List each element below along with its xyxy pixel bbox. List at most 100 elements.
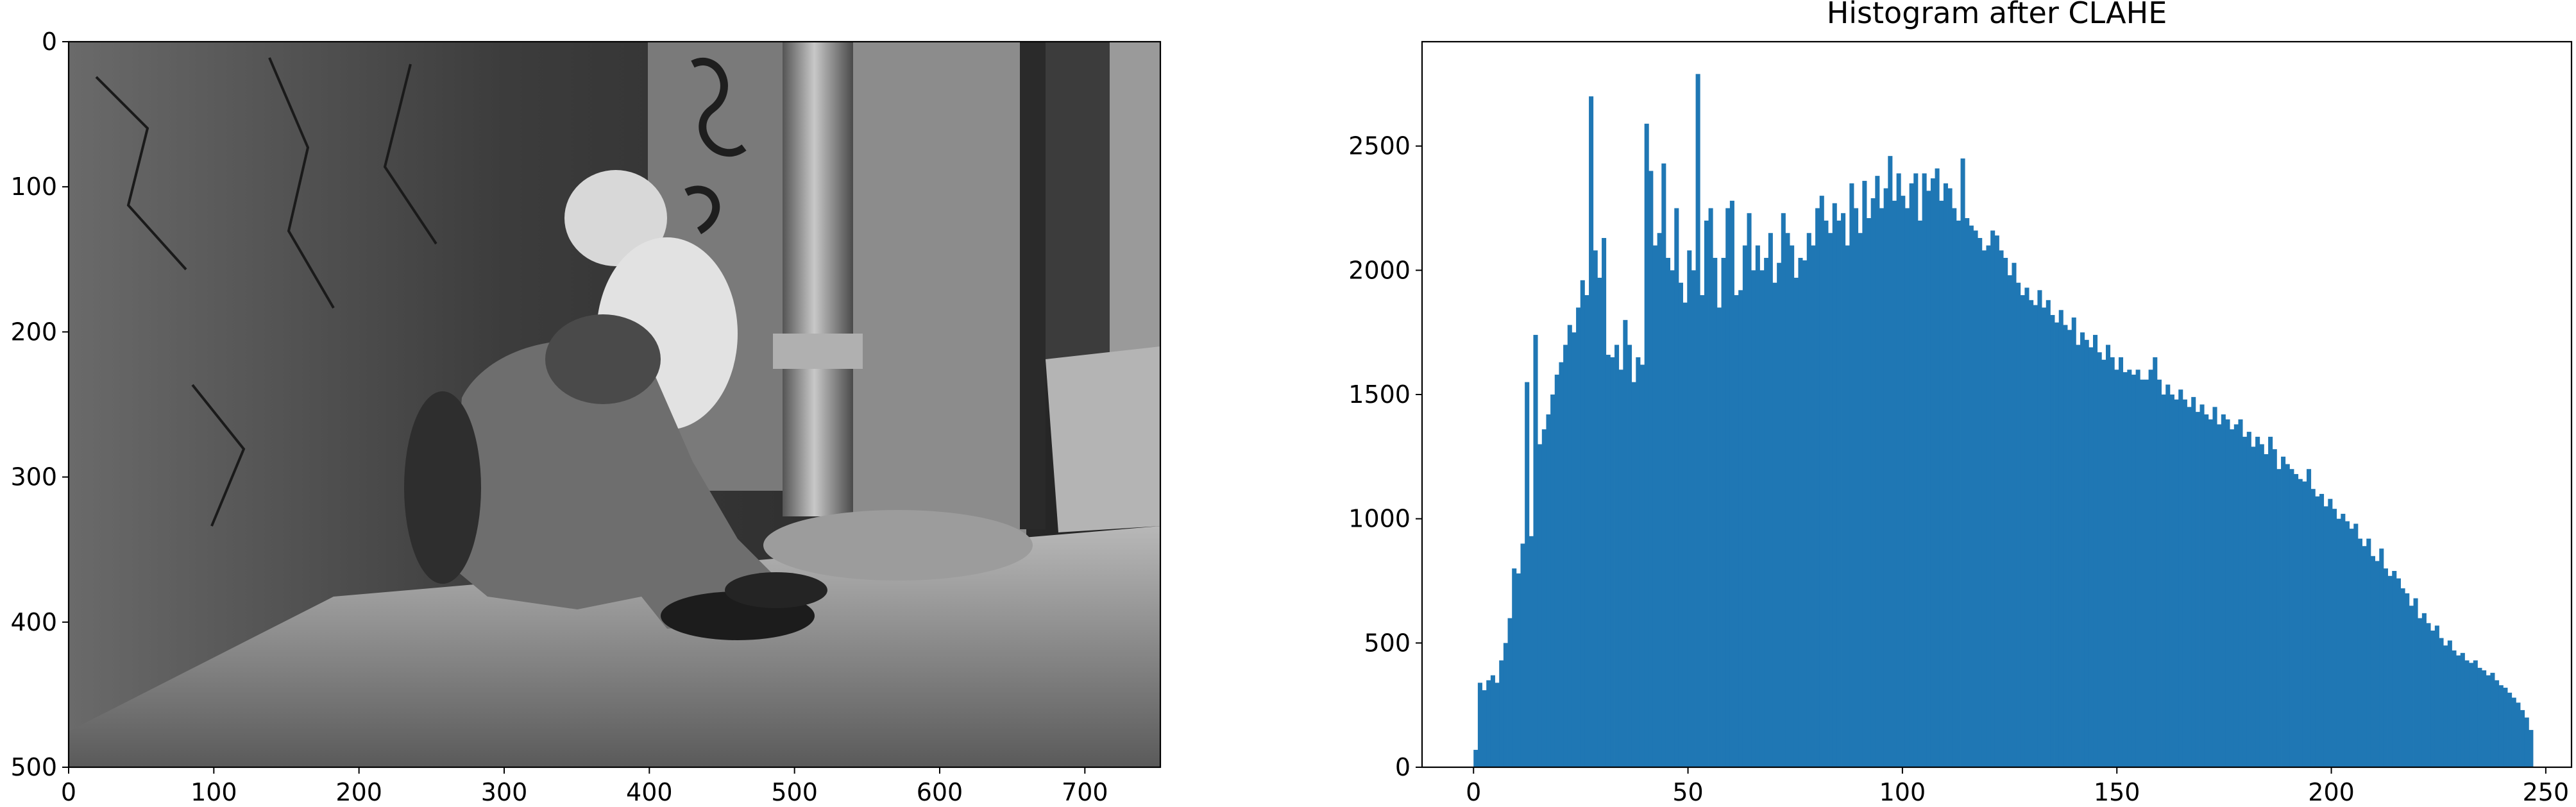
- histogram-bar: [1785, 233, 1790, 767]
- histogram-bar: [2114, 370, 2119, 767]
- histogram-bar: [2469, 663, 2474, 767]
- histogram-bar: [1926, 191, 1931, 768]
- histogram-bar: [1875, 176, 1880, 767]
- histogram-bar: [2058, 310, 2063, 767]
- histogram-bar: [2511, 697, 2516, 767]
- histogram-bar: [1729, 200, 1734, 768]
- histogram-bar: [2007, 275, 2012, 767]
- histogram-bar: [1503, 643, 1508, 767]
- histogram-bar: [1482, 690, 1487, 767]
- histogram-bar: [1682, 302, 1688, 767]
- histogram-bar: [2089, 347, 2094, 767]
- histogram-bar: [1602, 237, 1607, 767]
- x-tick-label: 300: [481, 778, 528, 806]
- x-tick-label: 200: [335, 778, 382, 806]
- histogram-bar: [2405, 593, 2410, 767]
- histogram-bar: [1896, 173, 1901, 767]
- image-panel: 0 100 200 300 400 500 600 700 0 100 200 300 400 500: [10, 28, 1162, 806]
- histogram-bar: [2076, 344, 2081, 767]
- histogram-bar: [1695, 74, 1700, 767]
- histogram-bar: [2012, 262, 2017, 767]
- histogram-bar: [2225, 419, 2230, 767]
- histogram-bar: [2199, 404, 2205, 767]
- chart-title: Histogram after CLAHE: [1827, 0, 2167, 30]
- histogram-bar: [1956, 220, 1961, 767]
- histogram-bar: [2212, 407, 2217, 767]
- histogram-bar: [2332, 509, 2337, 767]
- histogram-bar: [2362, 546, 2367, 767]
- histogram-bar: [2233, 424, 2239, 767]
- histogram-bar: [1554, 375, 1559, 767]
- histogram-bar: [1576, 307, 1581, 767]
- histogram-bar: [1917, 220, 1922, 767]
- histogram-bar: [1708, 208, 1713, 768]
- histogram-bar: [1824, 220, 1829, 767]
- histogram-bar: [2055, 322, 2060, 767]
- histogram-bar: [1678, 282, 1684, 768]
- histogram-bar: [2529, 729, 2534, 767]
- histogram-bar: [2409, 606, 2414, 767]
- histogram-bar: [1636, 357, 1641, 767]
- histogram-bar: [1798, 257, 1803, 767]
- histogram-bar: [2464, 660, 2470, 767]
- histogram-bar: [1819, 196, 1824, 768]
- histogram-bar: [1981, 250, 1987, 767]
- histogram-bar: [2452, 650, 2457, 767]
- histogram-bar: [1525, 382, 1530, 767]
- histogram-bar: [2319, 493, 2325, 767]
- x-tick-label: 600: [917, 778, 963, 806]
- histogram-bar: [1691, 270, 1696, 767]
- histogram-bar: [2400, 588, 2405, 767]
- y-tick-label: 500: [10, 753, 57, 781]
- x-tick-label: 700: [1062, 778, 1108, 806]
- histogram-bar: [2495, 680, 2500, 767]
- histogram-bar: [2042, 307, 2047, 767]
- histogram-bar: [2080, 332, 2085, 767]
- histogram-bar: [2336, 518, 2341, 767]
- histogram-bar: [2033, 305, 2038, 767]
- histogram-bar: [1994, 235, 1999, 767]
- histogram-bar: [2281, 456, 2286, 767]
- histogram-bar: [1883, 188, 1888, 767]
- histogram-bar: [1477, 683, 1482, 767]
- histogram-bar: [1516, 573, 1521, 767]
- histogram-bar: [2370, 556, 2375, 767]
- histogram-bar: [1661, 163, 1666, 768]
- histogram-bar: [1507, 618, 1513, 767]
- histogram-bar: [2379, 548, 2384, 767]
- histogram-bar: [2524, 717, 2529, 767]
- histogram-bar: [2195, 412, 2200, 767]
- histogram-bar: [2046, 300, 2051, 768]
- histogram-bar: [2148, 370, 2153, 767]
- histogram-bar: [2434, 625, 2439, 767]
- histogram-bar: [1495, 683, 1500, 767]
- histogram-bar: [2383, 568, 2388, 767]
- histogram-bar: [2396, 578, 2401, 767]
- x-tick-label: 0: [61, 778, 76, 806]
- histogram-bar: [2118, 357, 2124, 767]
- histogram-bar: [2490, 672, 2495, 767]
- histogram-bar: [2123, 372, 2128, 767]
- x-tick-label: 100: [1879, 778, 1926, 806]
- histogram-bar: [1960, 158, 1965, 767]
- x-tick-label: 400: [626, 778, 673, 806]
- histogram-bar: [2165, 384, 2171, 767]
- histogram-bar: [1627, 344, 1632, 767]
- histogram-bar: [2161, 395, 2166, 767]
- histogram-bar: [1529, 536, 1534, 767]
- histogram-bar: [1806, 233, 1811, 767]
- y-tick-label: 100: [10, 173, 57, 201]
- histogram-panel: Histogram after CLAHE 0 50 100 150 200 250050…: [1348, 0, 2573, 806]
- histogram-bar: [1793, 277, 1799, 767]
- histogram-bar: [2328, 498, 2333, 767]
- histogram-bar: [1725, 208, 1731, 768]
- histogram-bar: [2178, 389, 2183, 767]
- histogram-bar: [1759, 270, 1765, 767]
- histogram-bar: [1734, 295, 1739, 768]
- histogram-bar: [2230, 429, 2235, 767]
- histogram-bar: [2174, 399, 2179, 767]
- histogram-bar: [1777, 262, 1782, 767]
- histogram-bar: [1499, 660, 1504, 767]
